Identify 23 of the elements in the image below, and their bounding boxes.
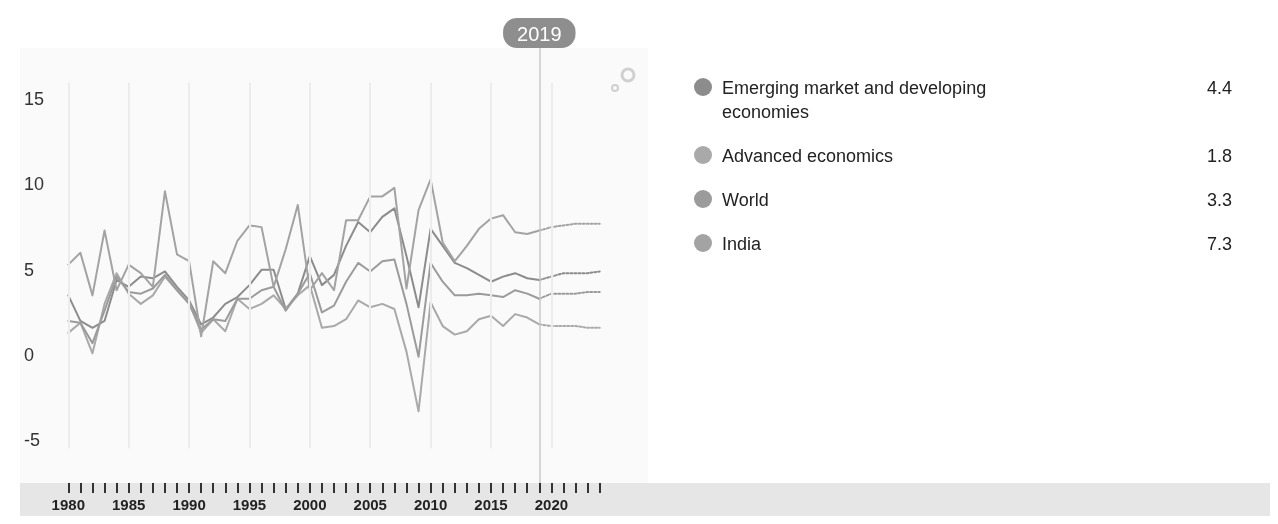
y-tick-label: 0: [24, 345, 35, 366]
legend-label: Emerging market and developing economies: [722, 77, 988, 124]
y-tick-label: 5: [24, 259, 35, 280]
x-tick-label: 2020: [534, 496, 569, 513]
x-tick-label: 2000: [293, 496, 327, 513]
x-tick-label: 1995: [232, 496, 267, 513]
x-tick-label: 1985: [112, 496, 146, 513]
x-tick-label: 2010: [413, 496, 448, 513]
x-tick-label: 1980: [51, 496, 85, 513]
x-tick-label: 1990: [172, 496, 206, 513]
text: 7.3: [1205, 233, 1232, 256]
x-tick-label: 2015: [474, 496, 508, 513]
text: 4.4: [1205, 77, 1232, 100]
text: 3.3: [1205, 189, 1232, 212]
legend-label: India: [722, 233, 763, 256]
x-tick-label: 2005: [353, 496, 387, 513]
y-tick-label: 10: [24, 174, 45, 195]
ref-line-label: 2019: [517, 23, 562, 45]
legend-label: Advanced economics: [722, 145, 895, 168]
y-tick-label: -5: [24, 430, 41, 451]
y-tick-label: 15: [24, 89, 45, 110]
legend-label: World: [722, 189, 770, 212]
text: 1.8: [1205, 145, 1232, 168]
